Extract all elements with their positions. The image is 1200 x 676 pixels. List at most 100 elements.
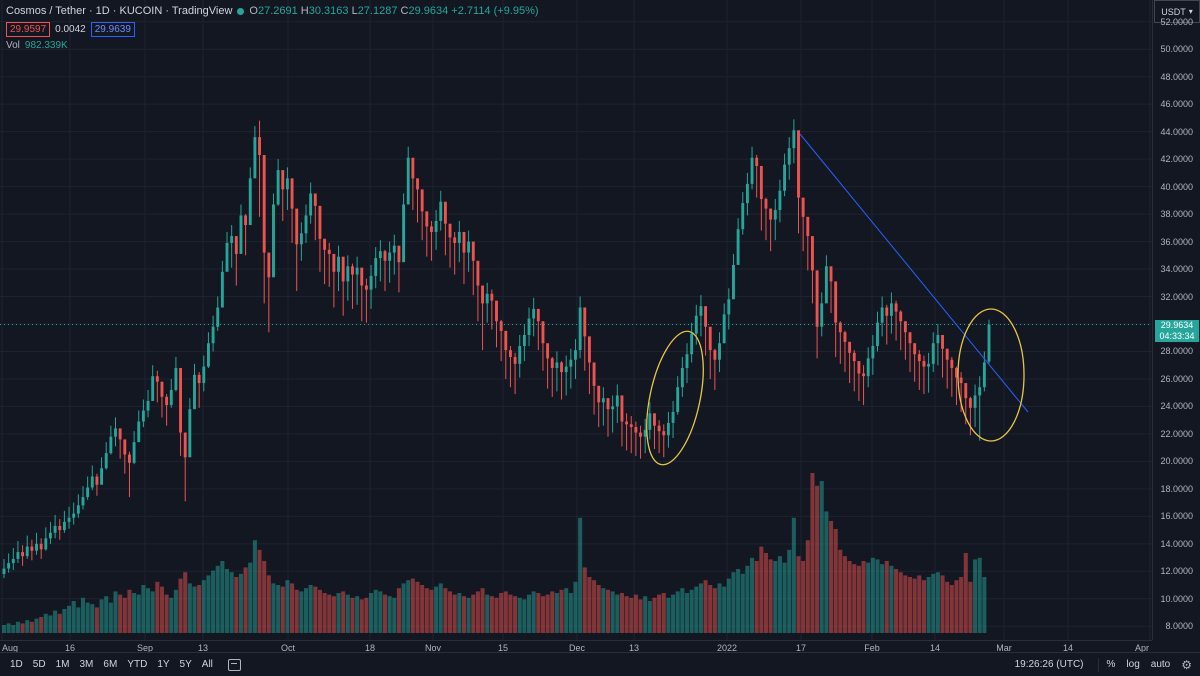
candle-body <box>439 201 443 221</box>
range-button-3m[interactable]: 3M <box>79 659 94 670</box>
range-button-5d[interactable]: 5D <box>32 659 46 670</box>
volume-bar <box>894 569 899 633</box>
candle-body <box>811 236 814 271</box>
volume-bar <box>773 561 778 633</box>
volume-bar <box>949 585 954 633</box>
candle-body <box>601 398 605 403</box>
candle-body <box>922 361 926 367</box>
volume-bar <box>141 585 146 633</box>
candle-body <box>620 395 624 422</box>
candle-body <box>118 428 122 440</box>
auto-toggle[interactable]: auto <box>1150 659 1171 670</box>
volume-bar <box>912 578 917 633</box>
candle-body <box>62 521 66 531</box>
volume-bar <box>517 597 522 633</box>
volume-bar <box>847 561 852 633</box>
candle-body <box>778 190 782 210</box>
volume-label[interactable]: Vol <box>6 40 20 51</box>
candle-body <box>262 155 266 253</box>
volume-bar <box>211 570 216 633</box>
go-to-date-icon[interactable] <box>227 658 241 671</box>
candle-body <box>295 208 299 245</box>
candle-body <box>885 307 889 316</box>
time-tick-label: 17 <box>795 643 807 653</box>
candle-body <box>151 376 155 401</box>
utc-clock[interactable]: 19:26:26 (UTC) <box>1014 659 1084 670</box>
volume-bar <box>940 575 945 633</box>
candle-body <box>132 442 136 463</box>
candle-body <box>216 307 220 327</box>
candlestick-chart[interactable] <box>0 0 1152 640</box>
volume-bar <box>461 596 466 633</box>
range-button-6m[interactable]: 6M <box>103 659 118 670</box>
chart-pane[interactable]: Cosmos / Tether · 1D · KUCOIN · TradingV… <box>0 0 1152 640</box>
price-axis[interactable]: USDT ▾ 52.0000 50.0000 48.0000 46.0000 44.00… <box>1152 0 1200 640</box>
candle-body <box>239 215 243 254</box>
volume-bar <box>359 599 364 633</box>
buy-button[interactable]: 29.9639 <box>90 22 135 37</box>
volume-bar <box>633 594 638 633</box>
high-value: 30.3163 <box>308 5 349 17</box>
candle-body <box>318 205 322 239</box>
candle-body <box>169 389 173 406</box>
candle-body <box>685 354 689 368</box>
candle-body <box>86 487 90 498</box>
candle-body <box>351 266 354 275</box>
range-button-1d[interactable]: 1D <box>10 659 23 670</box>
candle-body <box>253 137 257 179</box>
candle-body <box>903 321 907 333</box>
price-tick-label: 28.0000 <box>1160 346 1193 357</box>
volume-bar <box>596 585 601 633</box>
volume-bar <box>527 594 532 633</box>
candle-body <box>467 241 471 253</box>
candle-body <box>643 429 647 437</box>
range-button-ytd[interactable]: YTD <box>127 659 148 670</box>
log-toggle[interactable]: log <box>1126 659 1140 670</box>
candle-body <box>945 348 949 360</box>
symbol-title[interactable]: Cosmos / Tether · 1D · KUCOIN · TradingV… <box>6 5 233 17</box>
volume-bar <box>197 585 202 633</box>
candle-body <box>704 306 708 327</box>
volume-bar <box>294 589 299 633</box>
candle-body <box>653 413 656 426</box>
volume-bar <box>331 596 336 633</box>
candle-body <box>225 242 229 272</box>
candle-body <box>299 233 303 245</box>
volume-bar <box>192 586 197 633</box>
volume-bar <box>429 589 434 633</box>
candle-body <box>90 476 94 488</box>
volume-bar <box>643 596 648 633</box>
volume-bar <box>62 609 67 633</box>
volume-bar <box>880 564 885 633</box>
candle-body <box>346 266 350 282</box>
percent-toggle[interactable]: % <box>1106 659 1116 670</box>
price-tick-label: 12.0000 <box>1160 566 1193 577</box>
candle-body <box>109 436 113 454</box>
range-button-1y[interactable]: 1Y <box>157 659 170 670</box>
candle-body <box>745 183 749 204</box>
sell-button[interactable]: 29.9597 <box>6 22 51 37</box>
price-tick-label: 50.0000 <box>1160 44 1193 55</box>
range-button-1m[interactable]: 1M <box>55 659 70 670</box>
volume-value: 982.339K <box>24 40 68 51</box>
price-tick-label: 18.0000 <box>1160 483 1193 494</box>
candle-body <box>206 343 210 367</box>
volume-bar <box>736 569 741 633</box>
price-tick-label: 24.0000 <box>1160 401 1193 412</box>
candle-body <box>392 245 396 253</box>
open-value: 27.2691 <box>257 5 298 17</box>
range-button-5y[interactable]: 5Y <box>179 659 192 670</box>
volume-bar <box>536 593 541 633</box>
volume-bar <box>53 610 58 633</box>
candle-body <box>67 517 71 522</box>
volume-bar <box>118 594 123 633</box>
time-axis[interactable]: Aug 16 Sep 13 Oct 18 Nov 15 Dec 13 2022 17 Feb 14 Mar 1… <box>0 640 1152 653</box>
time-tick-label: Sep <box>136 643 154 653</box>
candle-body <box>383 251 387 261</box>
range-button-all[interactable]: All <box>201 659 213 670</box>
candle-body <box>397 245 401 263</box>
volume-bar <box>898 572 903 633</box>
candle-body <box>773 209 777 220</box>
settings-gear-icon[interactable]: ⚙ <box>1181 657 1192 672</box>
volume-bar <box>248 562 253 633</box>
